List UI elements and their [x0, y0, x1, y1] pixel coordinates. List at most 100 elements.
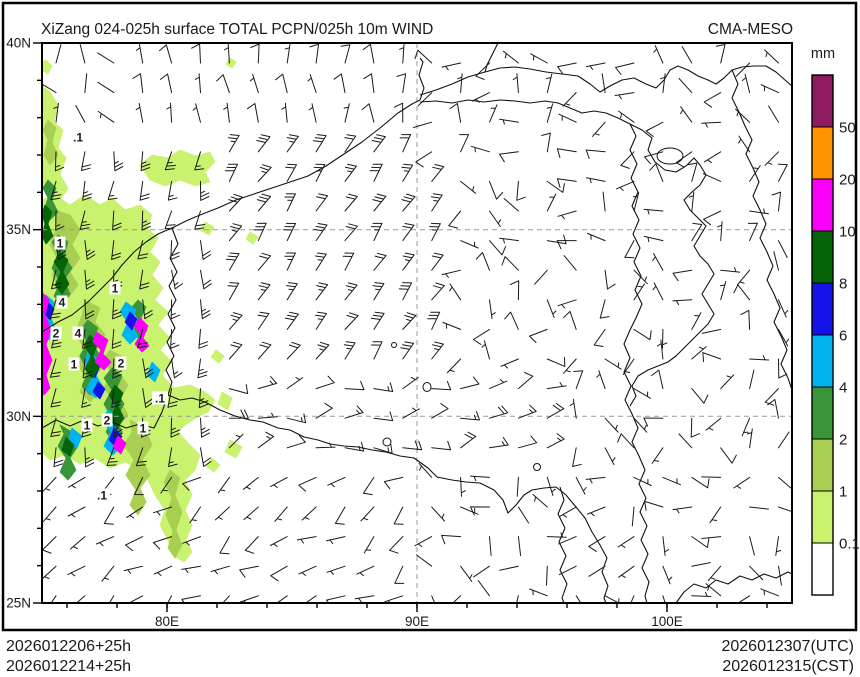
wind-barb	[171, 358, 183, 379]
wind-barb	[126, 506, 144, 519]
wind-barb	[200, 417, 210, 438]
wind-barb	[691, 222, 703, 242]
admin-border	[484, 43, 499, 73]
wind-barb	[326, 536, 346, 545]
wind-barb	[604, 269, 616, 290]
wind-barb	[556, 240, 577, 250]
wind-barb	[112, 210, 122, 231]
wind-barb	[470, 506, 490, 516]
axis-ticks	[33, 42, 768, 612]
wind-barb	[315, 442, 336, 449]
wind-barb	[517, 536, 522, 556]
wind-barb	[778, 240, 788, 258]
footer-init-time-cst: 2026012214+25h	[6, 658, 131, 675]
wind-barb	[632, 192, 640, 212]
wind-barb	[760, 588, 779, 597]
wind-barb	[84, 447, 95, 468]
contour-label-box	[115, 356, 127, 370]
wind-barb	[399, 134, 412, 153]
contour-label-box	[50, 326, 62, 340]
wind-barb	[563, 255, 577, 271]
colorbar-outline	[811, 74, 834, 596]
wind-barb	[200, 180, 210, 201]
wind-barb	[556, 178, 577, 188]
wind-barb	[680, 106, 693, 123]
colorbar-unit: mm	[811, 46, 835, 62]
wind-barb	[135, 103, 144, 123]
wind-barb	[690, 417, 700, 438]
wind-barb	[501, 256, 519, 271]
wind-barb	[344, 312, 359, 330]
wind-barb	[304, 595, 317, 603]
lake-outline	[656, 147, 684, 165]
wind-barb	[652, 282, 664, 301]
wind-barb	[705, 583, 722, 597]
wind-barb	[656, 339, 664, 360]
wind-barb	[546, 565, 548, 586]
wind-barb	[402, 252, 415, 271]
wind-barb	[651, 369, 664, 390]
wind-barb	[760, 84, 779, 94]
wind-barb	[587, 232, 606, 242]
wind-barb	[153, 565, 173, 576]
wind-barb	[707, 565, 722, 582]
wind-barb	[139, 180, 150, 201]
wind-barb	[604, 447, 616, 466]
wind-barb	[257, 311, 270, 330]
wind-barb	[662, 328, 668, 349]
admin-border	[675, 571, 792, 603]
wind-barb	[778, 506, 792, 513]
wind-barb	[361, 103, 375, 123]
wind-barb	[402, 376, 419, 390]
wind-barb	[50, 358, 61, 378]
wind-barb	[53, 447, 64, 468]
wind-barb	[257, 431, 275, 449]
wind-barb	[616, 180, 635, 191]
wind-barb	[414, 49, 433, 64]
wind-barb	[239, 565, 259, 578]
colorbar-tick-label: 10	[839, 224, 856, 241]
wind-barb	[631, 506, 635, 527]
wind-barb	[777, 163, 788, 182]
wind-barb	[649, 163, 664, 182]
wind-barb	[344, 163, 357, 182]
footer-valid-time-utc: 2026012307(UTC)	[721, 638, 854, 655]
contour-label-box	[56, 295, 68, 309]
wind-barb	[643, 208, 664, 215]
wind-barb	[546, 234, 567, 245]
colorbar-segment	[811, 542, 834, 596]
wind-barb	[103, 506, 115, 525]
colorbar-tick-label: 2	[839, 432, 847, 449]
wind-barb	[326, 595, 346, 603]
wind-barb	[164, 151, 176, 171]
wind-barb	[615, 62, 635, 75]
wind-barb	[344, 282, 358, 301]
wind-barb	[557, 62, 577, 75]
wind-barb	[691, 312, 702, 330]
wind-barb	[50, 388, 62, 408]
wind-barb	[284, 311, 299, 330]
wind-barb	[167, 595, 173, 603]
wind-barb	[142, 358, 154, 379]
wind-barb	[286, 134, 299, 153]
wind-barb	[326, 565, 346, 575]
wind-barb	[431, 341, 444, 360]
wind-barb	[55, 210, 65, 231]
wind-barb	[472, 328, 490, 345]
contour-label-box	[70, 130, 86, 144]
wind-barb	[740, 309, 751, 330]
wind-barb	[82, 328, 93, 349]
wind-barb	[720, 374, 735, 390]
wind-barb	[327, 476, 346, 488]
wind-barb	[546, 403, 565, 419]
wind-barb	[182, 536, 201, 546]
wind-barb	[460, 180, 476, 194]
contour-label-box	[101, 413, 113, 427]
colorbar-tick-label: 0.1	[839, 536, 860, 553]
wind-barb	[530, 53, 548, 64]
contour-label: 1	[140, 422, 147, 436]
wind-barb	[363, 73, 375, 94]
wind-barb	[778, 299, 789, 318]
wind-barb	[228, 409, 249, 419]
wind-barb	[50, 180, 62, 201]
